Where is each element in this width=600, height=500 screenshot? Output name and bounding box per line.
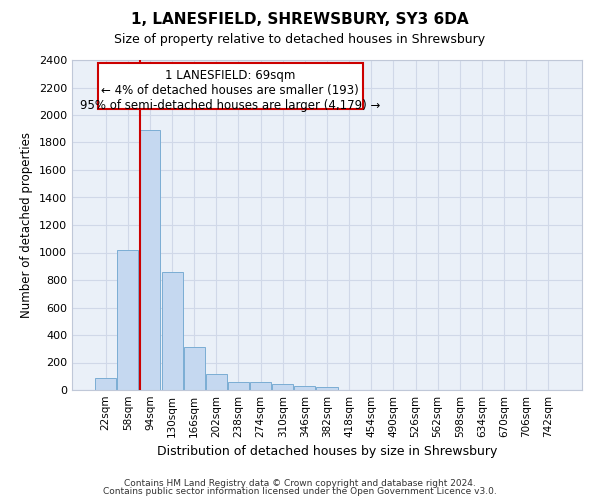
Bar — [272, 384, 293, 390]
Bar — [184, 348, 205, 390]
Text: Contains public sector information licensed under the Open Government Licence v3: Contains public sector information licen… — [103, 487, 497, 496]
Bar — [95, 378, 116, 390]
Bar — [316, 387, 338, 390]
X-axis label: Distribution of detached houses by size in Shrewsbury: Distribution of detached houses by size … — [157, 446, 497, 458]
Text: 1, LANESFIELD, SHREWSBURY, SY3 6DA: 1, LANESFIELD, SHREWSBURY, SY3 6DA — [131, 12, 469, 28]
Bar — [161, 272, 182, 390]
FancyBboxPatch shape — [97, 64, 362, 109]
Text: Size of property relative to detached houses in Shrewsbury: Size of property relative to detached ho… — [115, 32, 485, 46]
Bar — [295, 386, 316, 390]
Text: Contains HM Land Registry data © Crown copyright and database right 2024.: Contains HM Land Registry data © Crown c… — [124, 478, 476, 488]
Bar — [250, 382, 271, 390]
Text: 1 LANESFIELD: 69sqm: 1 LANESFIELD: 69sqm — [165, 69, 295, 82]
Text: ← 4% of detached houses are smaller (193): ← 4% of detached houses are smaller (193… — [101, 84, 359, 97]
Bar — [139, 130, 160, 390]
Text: 95% of semi-detached houses are larger (4,179) →: 95% of semi-detached houses are larger (… — [80, 99, 380, 112]
Bar — [228, 382, 249, 390]
Bar — [118, 250, 139, 390]
Y-axis label: Number of detached properties: Number of detached properties — [20, 132, 34, 318]
Bar — [206, 374, 227, 390]
